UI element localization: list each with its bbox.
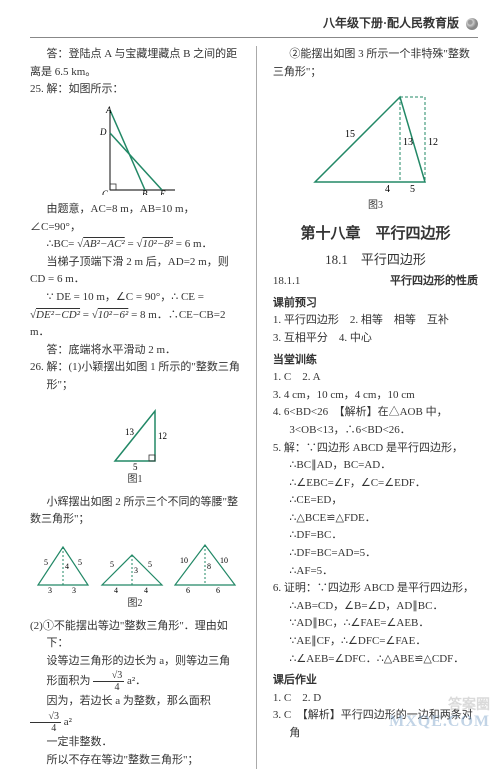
section-title: 18.1 平行四边形 bbox=[273, 250, 478, 271]
svg-text:4: 4 bbox=[144, 586, 148, 595]
subsection-no: 18.1.1 bbox=[273, 273, 301, 291]
svg-text:4: 4 bbox=[65, 562, 69, 571]
header-icon bbox=[466, 18, 478, 30]
t5b: ∴AB=CD，∠B=∠D，AD∥BC． bbox=[273, 598, 478, 616]
chapter-title: 第十八章 平行四边形 bbox=[273, 222, 478, 246]
t4d: ∴CE=ED， bbox=[273, 492, 478, 510]
p11: 一定非整数． bbox=[30, 734, 240, 752]
label-C: C bbox=[102, 189, 109, 195]
label-A: A bbox=[105, 105, 112, 115]
left-column: 答：登陆点 A 与宝藏埋藏点 B 之间的距离是 6.5 km。 25. 解：如图… bbox=[30, 46, 240, 769]
svg-text:10: 10 bbox=[220, 556, 228, 565]
svg-text:3: 3 bbox=[72, 586, 76, 595]
train-label: 当堂训练 bbox=[273, 352, 478, 370]
t1: 1. C 2. A bbox=[273, 369, 478, 387]
svg-text:5: 5 bbox=[148, 560, 152, 569]
f3-h: 12 bbox=[428, 137, 438, 148]
pre2: 3. 互相平分 4. 中心 bbox=[273, 330, 478, 348]
t5a: 6. 证明：∵四边形 ABCD 是平行四边形， bbox=[273, 580, 478, 598]
p5: 答：底端将水平滑动 2 m． bbox=[30, 342, 240, 360]
t4f: ∴DF=BC． bbox=[273, 527, 478, 545]
p6: 小辉摆出如图 2 所示三个不同的等腰"整数三角形"； bbox=[30, 494, 240, 529]
t1-b: 5 bbox=[133, 462, 138, 471]
p7: (2)①不能摆出等边"整数三角形"．理由如下： bbox=[30, 618, 240, 653]
figure-3: 15 13 12 4 5 图3 bbox=[273, 87, 478, 214]
svg-text:4: 4 bbox=[114, 586, 118, 595]
t5d: ∵AE∥CF，∴∠DFC=∠FAE． bbox=[273, 633, 478, 651]
svg-text:8: 8 bbox=[207, 562, 211, 571]
fig2-caption: 图2 bbox=[30, 596, 240, 612]
label-D: D bbox=[99, 127, 107, 137]
p2: ∴BC= √AB²−AC² = √10²−8² = 6 m． bbox=[30, 236, 240, 254]
label-E: E bbox=[159, 189, 166, 195]
p9: 形面积为 √34 a²． bbox=[30, 670, 240, 693]
figure-t1: 5 12 13 图1 bbox=[30, 401, 240, 488]
page-header: 八年级下册·配人民教育版 bbox=[30, 14, 478, 38]
p4: ∵ DE = 10 m，∠C = 90°，∴ CE = √DE²−CD² = √… bbox=[30, 289, 240, 342]
svg-text:3: 3 bbox=[48, 586, 52, 595]
answer-text: 答：登陆点 A 与宝藏埋藏点 B 之间的距离是 6.5 km。 bbox=[30, 46, 240, 81]
column-divider bbox=[256, 46, 257, 769]
t4b: ∴BC∥AD，BC=AD． bbox=[273, 457, 478, 475]
svg-text:6: 6 bbox=[216, 586, 220, 595]
q26-label: 26. 解：(1)小颖摆出如图 1 所示的"整数三角形"； bbox=[30, 359, 240, 394]
t2: 3. 4 cm，10 cm，4 cm，10 cm bbox=[273, 387, 478, 405]
t4g: ∴DF=BC=AD=5． bbox=[273, 545, 478, 563]
svg-text:10: 10 bbox=[180, 556, 188, 565]
p3: 当梯子顶端下滑 2 m 后，AD=2 m，则 CD = 6 m． bbox=[30, 254, 240, 289]
t4e: ∴△BCE≌△FDE． bbox=[273, 510, 478, 528]
figure-t2: 5 5 4 3 3 5 5 3 4 4 10 10 8 6 6 图2 bbox=[30, 535, 240, 612]
t4h: ∴AF=5． bbox=[273, 563, 478, 581]
content-columns: 答：登陆点 A 与宝藏埋藏点 B 之间的距离是 6.5 km。 25. 解：如图… bbox=[30, 46, 478, 769]
hw-label: 课后作业 bbox=[273, 672, 478, 690]
pre1: 1. 平行四边形 2. 相等 相等 互补 bbox=[273, 312, 478, 330]
svg-text:5: 5 bbox=[44, 558, 48, 567]
p8: 设等边三角形的边长为 a，则等边三角 bbox=[30, 653, 240, 671]
p10: 因为，若边长 a 为整数，那么面积 √34 a² bbox=[30, 693, 240, 734]
label-B: B bbox=[142, 189, 148, 195]
subsection-row: 18.1.1 平行四边形的性质 bbox=[273, 273, 478, 291]
pre-label: 课前预习 bbox=[273, 295, 478, 313]
t1-c: 13 bbox=[125, 427, 135, 437]
header-text: 八年级下册·配人民教育版 bbox=[323, 16, 459, 30]
watermark-bottom: MXQE.COM bbox=[389, 709, 490, 735]
t4c: ∴∠EBC=∠F，∠C=∠EDF． bbox=[273, 475, 478, 493]
svg-text:5: 5 bbox=[78, 558, 82, 567]
f3-bl: 4 bbox=[385, 184, 390, 195]
q25-label: 25. 解：如图所示： bbox=[30, 81, 240, 99]
f3-br: 5 bbox=[410, 184, 415, 195]
t3: 4. 6<BD<26 【解析】在△AOB 中，3<OB<13，∴6<BD<26． bbox=[273, 404, 478, 439]
r-p0: ②能摆出如图 3 所示一个非特殊"整数三角形"； bbox=[273, 46, 478, 81]
fig3-caption: 图3 bbox=[273, 198, 478, 214]
t1-a: 12 bbox=[158, 431, 167, 441]
svg-text:5: 5 bbox=[110, 560, 114, 569]
f3-l: 15 bbox=[345, 129, 355, 140]
t5c: ∵AD∥BC，∴∠FAE=∠AEB． bbox=[273, 615, 478, 633]
svg-text:6: 6 bbox=[186, 586, 190, 595]
subsection-title: 平行四边形的性质 bbox=[300, 273, 478, 291]
fig1-caption: 图1 bbox=[30, 472, 240, 488]
figure-ladder: A D C B E bbox=[30, 105, 240, 195]
t5e: ∴∠AEB=∠DFC．∴△ABE≌△CDF． bbox=[273, 651, 478, 669]
t4a: 5. 解：∵四边形 ABCD 是平行四边形， bbox=[273, 440, 478, 458]
p1: 由题意，AC=8 m，AB=10 m，∠C=90°， bbox=[30, 201, 240, 236]
f3-mid: 13 bbox=[403, 137, 413, 148]
svg-text:3: 3 bbox=[134, 566, 138, 575]
p12: 所以不存在等边"整数三角形"； bbox=[30, 752, 240, 769]
right-column: ②能摆出如图 3 所示一个非特殊"整数三角形"； 15 13 12 4 5 图3… bbox=[273, 46, 478, 769]
